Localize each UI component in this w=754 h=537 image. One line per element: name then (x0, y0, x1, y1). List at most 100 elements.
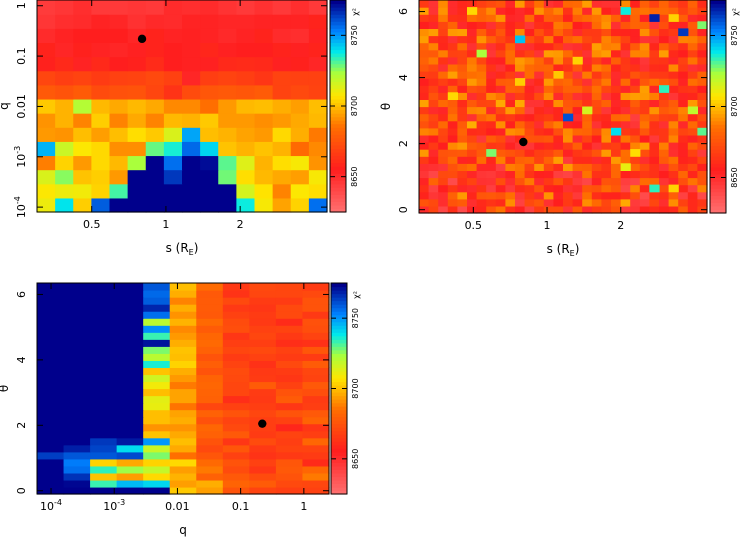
heatmap-cell (428, 56, 439, 65)
colorbar-tick-label: 8750 (351, 308, 360, 328)
heatmap-cell (563, 28, 574, 37)
heatmap-cell (275, 311, 304, 319)
heatmap-cell (476, 78, 487, 86)
heatmap-cell (639, 205, 650, 214)
heatmap-cell (630, 49, 641, 58)
heatmap-cell (639, 85, 650, 93)
heatmap-cell (63, 465, 91, 474)
heatmap-cell (505, 28, 516, 37)
heatmap-cell (196, 472, 224, 481)
heatmap-cell (524, 42, 535, 51)
heatmap-cell (196, 479, 224, 488)
colorbar-tick-label: 8650 (730, 167, 739, 187)
heatmap-cell (116, 318, 144, 326)
heatmap-cell (55, 84, 74, 100)
heatmap-cell (687, 35, 698, 44)
heatmap-cell (249, 388, 277, 397)
heatmap-cell (222, 486, 250, 495)
heatmap-cell (275, 332, 304, 340)
heatmap-cell (419, 156, 430, 164)
heatmap-cell (563, 21, 574, 29)
heatmap-cell (524, 113, 535, 122)
heatmap-cell (428, 78, 439, 86)
heatmap-cell (611, 142, 622, 150)
colorbar-segment (331, 455, 347, 460)
y-tick-label: 0.01 (15, 94, 28, 119)
colorbar-segment (331, 374, 347, 379)
heatmap-cell (143, 388, 171, 397)
heatmap-cell (222, 381, 250, 390)
heatmap-cell (697, 92, 708, 100)
heatmap-cell (534, 177, 545, 186)
heatmap-cell (457, 56, 468, 65)
heatmap-cell (563, 184, 574, 193)
heatmap-cell (302, 381, 330, 390)
heatmap-cell (196, 381, 224, 390)
heatmap-cell (524, 106, 535, 115)
colorbar-segment (710, 95, 726, 100)
heatmap-cell (543, 120, 554, 129)
heatmap-cell (649, 142, 660, 150)
heatmap-cell (145, 42, 165, 58)
heatmap-cell (543, 142, 554, 150)
heatmap-cell (659, 49, 670, 58)
heatmap-cell (272, 169, 292, 185)
heatmap-cell (582, 113, 593, 122)
heatmap-cell (697, 177, 708, 186)
heatmap-cell (659, 106, 670, 115)
heatmap-cell (476, 127, 487, 136)
heatmap-cell (505, 0, 516, 8)
heatmap-cell (145, 70, 165, 86)
colorbar-segment (710, 106, 726, 111)
heatmap-cell (55, 155, 74, 171)
heatmap-cell (467, 85, 478, 93)
heatmap-cell (90, 353, 118, 361)
heatmap-cell (272, 197, 292, 213)
heatmap-cell (659, 56, 670, 65)
heatmap-cell (495, 191, 506, 200)
colorbar-segment (330, 31, 346, 36)
colorbar-segment (330, 67, 346, 72)
heatmap-cell (73, 28, 92, 43)
heatmap-cell (668, 142, 679, 150)
heatmap-cell (601, 21, 612, 29)
heatmap-cell (447, 149, 458, 157)
heatmap-cell (687, 42, 698, 51)
y-tick-exponent: -4 (13, 196, 22, 204)
heatmap-cell (37, 465, 65, 474)
heatmap-cell (143, 395, 171, 404)
heatmap-cell (553, 99, 564, 108)
colorbar-segment (331, 360, 347, 365)
heatmap-cell (495, 78, 506, 86)
heatmap-cell (649, 177, 660, 186)
colorbar-segment (710, 170, 726, 175)
heatmap-cell (495, 63, 506, 72)
heatmap-cell (419, 92, 430, 100)
heatmap-cell (249, 465, 277, 474)
heatmap-cell (543, 99, 554, 108)
heatmap-cell (116, 346, 144, 354)
heatmap-cell (591, 120, 602, 129)
heatmap-cell (182, 141, 201, 157)
heatmap-cell (196, 367, 224, 376)
colorbar-segment (710, 99, 726, 104)
heatmap-cell (116, 416, 144, 425)
heatmap-cell-highlight (630, 149, 641, 157)
colorbar-segment (331, 444, 347, 449)
heatmap-cell (543, 92, 554, 100)
heatmap-cell (505, 71, 516, 79)
heatmap-cell (447, 191, 458, 200)
colorbar-segment (330, 169, 346, 174)
colorbar-segment (710, 7, 726, 12)
heatmap-cell (563, 35, 574, 44)
heatmap-cell (37, 290, 65, 298)
heatmap-cell (428, 71, 439, 79)
heatmap-cell (116, 283, 144, 291)
heatmap-cell (236, 56, 256, 72)
heatmap-cell (687, 134, 698, 143)
heatmap-cell (495, 127, 506, 136)
heatmap-cell (447, 49, 458, 58)
heatmap-cell (572, 42, 583, 51)
heatmap-cell (582, 56, 593, 65)
